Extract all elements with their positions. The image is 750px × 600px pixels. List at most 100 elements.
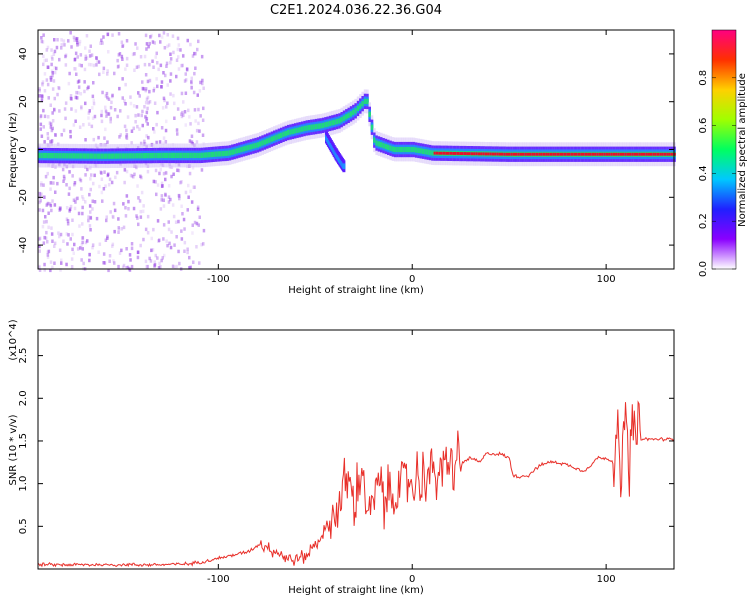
spectrogram-noise-cell [190,134,194,138]
spectrogram-noise-cell [51,111,54,115]
spectrogram-noise-cell [89,44,92,48]
snr-frame [37,329,675,570]
spectrogram-noise-cell [62,239,65,243]
spectrogram-signal-cell [45,152,48,159]
spectrogram-noise-cell [39,116,42,120]
spectrogram-noise-cell [92,181,95,186]
spectrogram-noise-cell [54,133,57,137]
spectrogram-signal-core [654,152,658,156]
spectrogram-noise-cell [163,46,167,50]
spectrogram-noise-cell [131,52,135,57]
spectrogram-noise-cell [143,54,147,59]
spectrogram-noise-cell [91,245,94,250]
spectrogram-noise-cell [129,173,132,178]
spectrogram-noise-cell [106,234,109,239]
spectrogram-noise-cell [80,105,83,109]
spectrogram-noise-cell [58,248,62,252]
spectrogram-signal-core [535,152,539,156]
spectrogram-noise-cell [71,218,74,222]
spectrogram-noise-cell [61,167,65,172]
spectrogram-noise-cell [125,136,129,140]
spectrogram-noise-cell [134,113,137,118]
spectrogram-noise-cell [81,247,84,251]
snr-series-line [37,400,675,568]
spectrogram-noise-cell [143,105,146,109]
spectrogram-signal-cell [182,152,185,159]
spectrogram-noise-cell [91,106,94,110]
spectrogram-noise-cell [46,132,49,136]
spectrogram-noise-cell [191,166,195,170]
spectrogram-noise-cell [194,66,197,70]
spectrogram-noise-cell [138,127,141,131]
spectrogram-signal-cell [152,152,155,159]
spectrogram-noise-cell [177,43,181,47]
spectrogram-noise-cell [155,140,158,145]
spectrogram-noise-cell [107,183,111,187]
spectrogram-noise-cell [189,265,192,270]
spectrogram-signal-cell [170,152,174,159]
spectrogram-noise-cell [141,86,144,91]
spectrogram-noise-cell [51,126,54,131]
spectrogram-noise-cell [145,110,149,115]
spectrogram-signal-cell [319,123,323,129]
spectrogram-signal-core [501,152,504,156]
spectrogram-noise-cell [89,215,92,220]
spectrogram-signal-core [459,152,462,155]
spectrogram-noise-cell [117,217,120,221]
spectrogram-signal-cell [391,146,395,152]
spectrogram-noise-cell [84,138,87,142]
spectrogram-noise-cell [161,106,165,110]
spectrogram-signal-cell [412,146,416,153]
spectrogram-noise-cell [65,262,68,267]
spectrogram-noise-cell [117,227,121,231]
spectrogram-noise-cell [188,255,191,260]
spectrogram-noise-cell [107,50,110,54]
spectrogram-noise-cell [62,128,66,133]
spectrogram-noise-cell [107,97,111,101]
spectrogram-signal-core [473,152,476,156]
spectrogram-signal-cell [89,153,92,159]
spectrogram-signal-cell [128,153,132,159]
spectrogram-noise-cell [83,89,86,94]
spectrogram-noise-cell [49,75,52,80]
spectrogram-signal-core [656,152,660,156]
spectrogram-noise-cell [143,62,147,67]
snr-y-label: SNR (10 * v/v) [8,414,19,485]
spectrogram-signal-core [515,152,518,156]
spectrogram-noise-cell [183,79,187,83]
spectrogram-noise-cell [43,114,47,119]
spectrogram-noise-cell [69,204,73,209]
spectrogram-noise-cell [177,219,180,224]
spectrogram-noise-cell [79,53,83,57]
spectrogram-noise-cell [91,207,94,211]
spectrogram-noise-cell [53,241,57,246]
spectrogram-noise-cell [38,266,41,270]
spectrogram-signal-cell [210,151,213,158]
spectrogram-noise-cell [74,109,78,113]
spectrogram-noise-cell [58,86,61,91]
spectrogram-noise-cell [93,114,97,119]
spectrogram-noise-cell [147,135,150,140]
spectrogram-signal-core [666,152,669,156]
spectrogram-signal-cell [140,153,143,159]
spectrogram-noise-cell [119,109,122,113]
spectrogram-noise-cell [153,260,156,264]
spectrogram-noise-cell [98,184,101,189]
spectrogram-noise-cell [78,224,81,228]
spectrogram-noise-cell [123,124,127,129]
spectrogram-x-label: Height of straight line (km) [288,285,424,296]
spectrogram-noise-cell [175,235,178,239]
spectrogram-noise-cell [183,240,187,245]
spectrogram-noise-cell [190,200,194,204]
spectrogram-signal-cell [266,138,269,144]
spectrogram-signal-cell [126,153,129,159]
spectrogram-noise-cell [100,119,104,124]
spectrogram-noise-cell [107,268,110,273]
spectrogram-noise-cell [144,259,148,264]
spectrogram-noise-cell [40,181,43,185]
spectrogram-signal-cell [366,98,369,105]
spectrogram-noise-cell [109,210,112,214]
spectrogram-noise-cell [144,88,147,93]
spectrogram-noise-cell [114,175,117,180]
spectrogram-noise-cell [92,63,96,68]
